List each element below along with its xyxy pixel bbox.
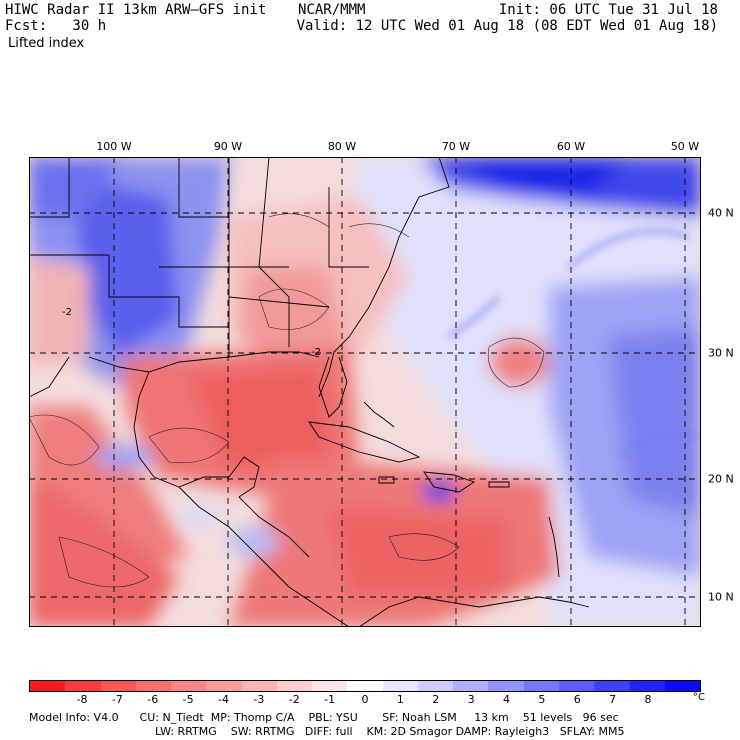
colorbar-tick-label: -1 bbox=[324, 693, 336, 706]
colorbar-tick-label: 3 bbox=[467, 693, 475, 706]
colorbar-swatch bbox=[276, 681, 313, 691]
colorbar-tick-label: 6 bbox=[573, 693, 581, 706]
colorbar-swatch bbox=[488, 681, 524, 691]
colorbar-swatch bbox=[523, 681, 559, 691]
colorbar-swatch bbox=[417, 681, 454, 691]
colorbar-swatch bbox=[453, 681, 489, 691]
colorbar-tick-label: -3 bbox=[253, 693, 265, 706]
contour-label: -2 bbox=[62, 307, 72, 318]
colorbar-swatch bbox=[312, 681, 348, 691]
lon-label-50w: 50 W bbox=[670, 140, 700, 153]
lat-label-30n: 30 N bbox=[708, 346, 734, 360]
colorbar-swatch bbox=[206, 681, 242, 691]
field-name: Lifted index bbox=[8, 36, 85, 51]
valid-time: Valid: 12 UTC Wed 01 Aug 18 (08 EDT Wed … bbox=[296, 18, 718, 34]
model-info-line2: LW: RRTMG SW: RRTMG DIFF: full KM: 2D Sm… bbox=[155, 725, 625, 738]
lon-label-60w: 60 W bbox=[556, 140, 586, 153]
colorbar-tick-label: 4 bbox=[502, 693, 510, 706]
model-info-line1: Model Info: V4.0 CU: N_Tiedt MP: Thomp C… bbox=[29, 711, 619, 724]
colorbar bbox=[29, 680, 701, 692]
colorbar-tick-label: 1 bbox=[396, 693, 404, 706]
contour-label: -2 bbox=[311, 347, 321, 358]
colorbar-tick-label: 5 bbox=[538, 693, 546, 706]
center-label: NCAR/MMM bbox=[298, 2, 366, 18]
colorbar-tick-label: 7 bbox=[609, 693, 617, 706]
colorbar-tick-label: -8 bbox=[76, 693, 88, 706]
init-time: Init: 06 UTC Tue 31 Jul 18 bbox=[498, 2, 718, 18]
colorbar-tick-label: -7 bbox=[111, 693, 123, 706]
colorbar-swatch bbox=[171, 681, 207, 691]
colorbar-swatch bbox=[664, 681, 701, 691]
colorbar-swatch bbox=[347, 681, 383, 691]
lon-label-70w: 70 W bbox=[441, 140, 471, 153]
colorbar-swatch bbox=[135, 681, 172, 691]
forecast-hour: Fcst: 30 h bbox=[5, 18, 107, 34]
lat-label-40n: 40 N bbox=[708, 206, 734, 220]
colorbar-tick-label: -5 bbox=[182, 693, 194, 706]
chart-title: HIWC Radar II 13km ARW–GFS init bbox=[5, 2, 267, 18]
colorbar-unit: °C bbox=[693, 692, 705, 703]
lon-label-80w: 80 W bbox=[327, 140, 357, 153]
colorbar-tick-label: 2 bbox=[432, 693, 440, 706]
lat-label-20n: 20 N bbox=[708, 472, 734, 486]
colorbar-swatch bbox=[629, 681, 665, 691]
lon-label-90w: 90 W bbox=[213, 140, 243, 153]
lon-label-100w: 100 W bbox=[96, 140, 132, 153]
colorbar-swatch bbox=[65, 681, 101, 691]
colorbar-swatch bbox=[30, 681, 66, 691]
lat-label-10n: 10 N bbox=[708, 590, 734, 604]
colorbar-swatch bbox=[382, 681, 418, 691]
lifted-index-map bbox=[29, 157, 701, 627]
colorbar-swatch bbox=[594, 681, 630, 691]
colorbar-tick-label: 8 bbox=[644, 693, 652, 706]
colorbar-tick-label: -4 bbox=[218, 693, 229, 706]
colorbar-tick-label: 0 bbox=[361, 693, 369, 706]
colorbar-tick-label: -2 bbox=[288, 693, 300, 706]
colorbar-swatch bbox=[100, 681, 136, 691]
colorbar-swatch bbox=[558, 681, 595, 691]
colorbar-tick-label: -6 bbox=[147, 693, 159, 706]
colorbar-swatch bbox=[241, 681, 277, 691]
